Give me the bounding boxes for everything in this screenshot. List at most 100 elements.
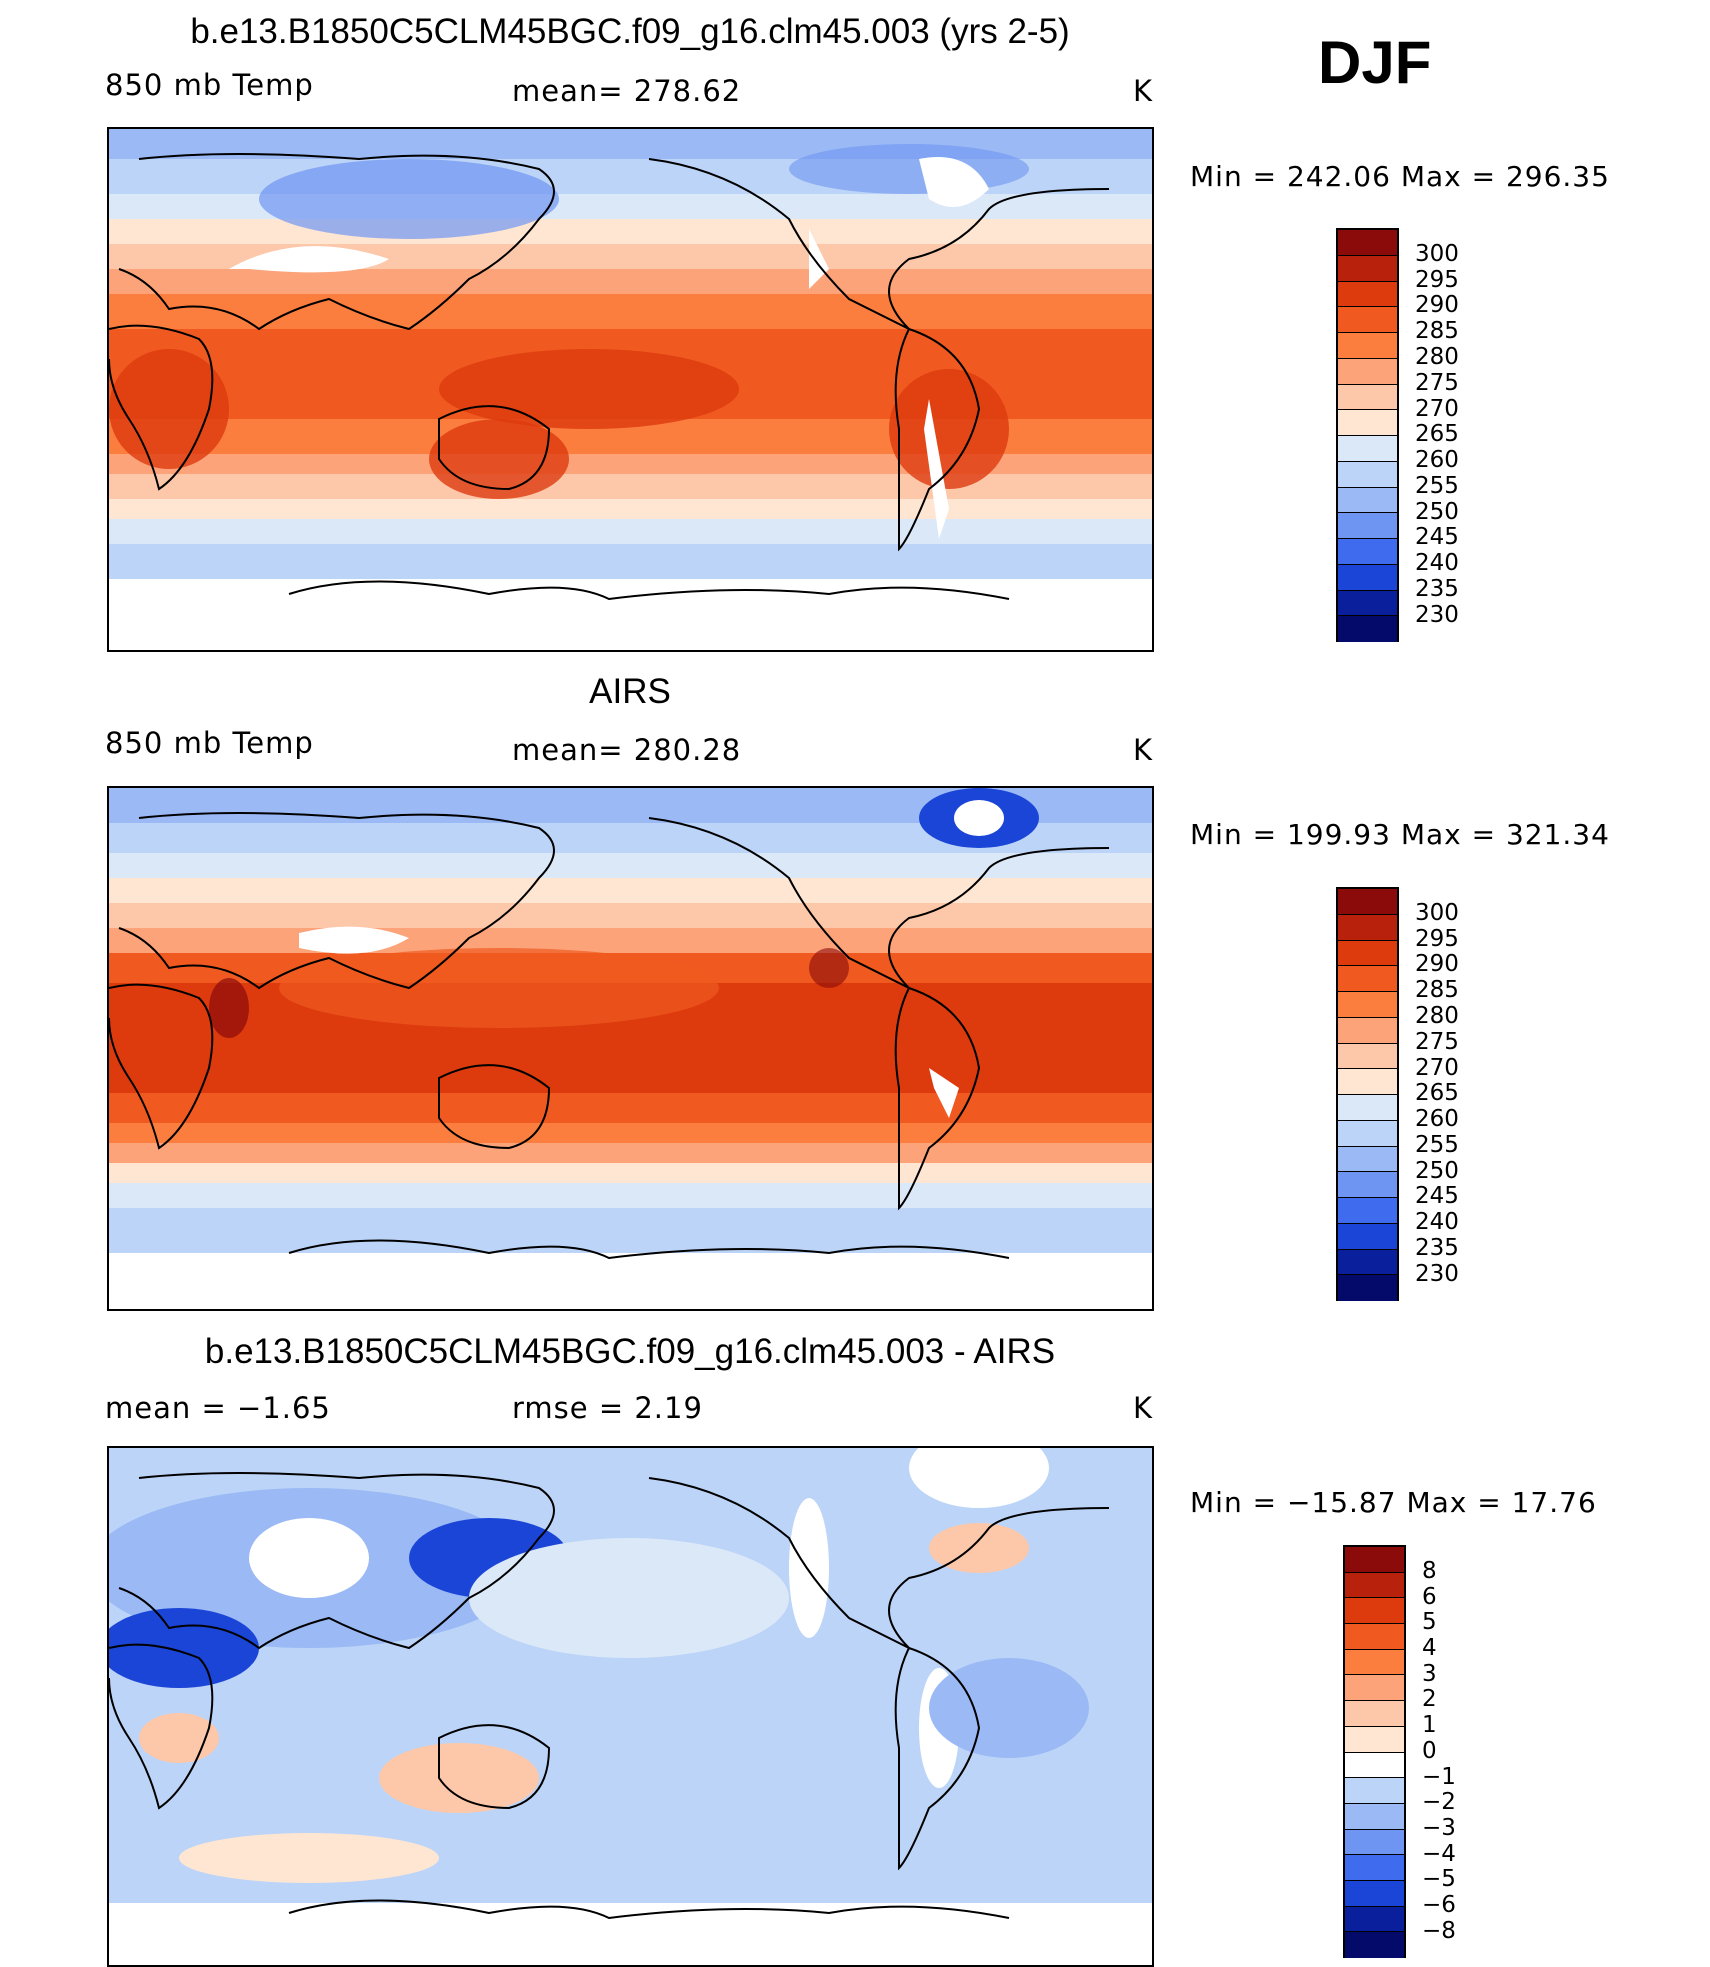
colorbar-tick-label: 6: [1422, 1584, 1437, 1610]
panel-1-variable-label: 850 mb Temp: [105, 68, 314, 102]
colorbar-tick-label: 295: [1415, 267, 1459, 293]
colorbar-segment-2: [1338, 940, 1397, 967]
tibet-masked-region: [249, 1518, 369, 1598]
panel-2-map: [107, 786, 1154, 1311]
colorbar-segment-0: [1345, 1547, 1404, 1573]
colorbar-tick-label: 295: [1415, 926, 1459, 952]
colorbar-segment-7: [1338, 1069, 1397, 1095]
colorbar-tick-label: 5: [1422, 1609, 1437, 1635]
band-south-high: [109, 544, 1152, 579]
colorbar-tick-label: −4: [1422, 1841, 1456, 1867]
colorbar-tick-label: 285: [1415, 318, 1459, 344]
colorbar-segment-8: [1338, 436, 1397, 462]
colorbar-tick-label: 8: [1422, 1558, 1437, 1584]
colorbar-tick-label: 275: [1415, 370, 1459, 396]
coastlines: [109, 153, 1110, 601]
colorbar-segment-15: [1338, 616, 1397, 642]
eurasia-coast: [118, 812, 555, 990]
africa-coast: [109, 983, 214, 1150]
rockies-masked-region: [809, 229, 829, 289]
colorbar-segment-11: [1338, 1172, 1397, 1198]
colorbar-tick-label: 270: [1415, 396, 1459, 422]
colorbar-segment-15: [1338, 1275, 1397, 1301]
band-tropic-n: [109, 294, 1152, 329]
south-america-warm-region: [889, 369, 1009, 489]
africa-coast: [109, 1643, 214, 1810]
colorbar-tick-label: 235: [1415, 576, 1459, 602]
colorbar-segment-7: [1345, 1726, 1404, 1753]
colorbar-segment-4: [1345, 1649, 1404, 1676]
colorbar-segment-14: [1338, 1249, 1397, 1276]
tibet-masked-region: [229, 246, 389, 273]
colorbar-tick-label: 260: [1415, 447, 1459, 473]
panel-2-mean-label: mean= 280.28: [512, 733, 742, 767]
australia-warm-region: [429, 419, 569, 499]
colorbar-segment-12: [1338, 1198, 1397, 1224]
australia-coast: [438, 405, 551, 491]
south-america-coast: [894, 328, 981, 552]
panel-2-minmax-label: Min = 199.93 Max = 321.34: [1190, 818, 1610, 851]
colorbar-tick-label: 265: [1415, 1080, 1459, 1106]
colorbar-segment-8: [1345, 1752, 1404, 1779]
colorbar-tick-label: 285: [1415, 977, 1459, 1003]
panel-2-map-field: [109, 788, 1152, 1309]
antarctica-coast: [288, 1899, 1010, 1920]
coastlines: [109, 812, 1110, 1260]
rockies-masked-region: [789, 1498, 829, 1638]
colorbar-tick-label: 300: [1415, 241, 1459, 267]
colorbar-tick-label: −1: [1422, 1764, 1456, 1790]
greenland-masked-region: [909, 1448, 1049, 1508]
colorbar-tick-label: −5: [1422, 1866, 1456, 1892]
panel-3-title: b.e13.B1850C5CLM45BGC.f09_g16.clm45.003 …: [204, 1332, 1056, 1371]
colorbar-segment-5: [1338, 1017, 1397, 1044]
colorbar-tick-label: 260: [1415, 1106, 1459, 1132]
panel-2-variable-label: 850 mb Temp: [105, 726, 314, 760]
colorbar-tick-label: 250: [1415, 1158, 1459, 1184]
colorbar-tick-label: 230: [1415, 1261, 1459, 1287]
colorbar-segment-14: [1338, 590, 1397, 617]
colorbar-tick-label: 290: [1415, 292, 1459, 318]
antarctica-coast: [288, 580, 1010, 601]
colorbar-segment-13: [1338, 564, 1397, 591]
south-america-coast: [894, 987, 981, 1211]
colorbar-segment-8: [1338, 1095, 1397, 1121]
panel-3-minmax-label: Min = −15.87 Max = 17.76: [1190, 1486, 1597, 1519]
australia-coast: [438, 1064, 551, 1150]
panel-1-map-field: [109, 129, 1152, 650]
colorbar-segment-10: [1338, 487, 1397, 514]
colorbar-segment-14: [1345, 1906, 1404, 1933]
colorbar-segment-0: [1338, 230, 1397, 256]
band-south-temperate: [109, 1163, 1152, 1183]
colorbar-segment-5: [1345, 1675, 1404, 1702]
ethiopia-warm-spot: [209, 978, 249, 1038]
band-north-subtropic: [109, 903, 1152, 928]
band-north-temperate: [109, 219, 1152, 244]
panel-2-title: AIRS: [589, 672, 671, 711]
band-north-temperate: [109, 878, 1152, 903]
panel-3-map-field: [109, 1448, 1152, 1965]
colorbar-tick-label: −3: [1422, 1815, 1456, 1841]
band-north-warm: [109, 269, 1152, 294]
panel-2-colorbar: [1336, 887, 1399, 1301]
colorbar-tick-label: 255: [1415, 473, 1459, 499]
colorbar-segment-6: [1338, 1043, 1397, 1070]
antarctica-masked-region: [109, 1903, 1152, 1965]
colorbar-segment-11: [1338, 513, 1397, 539]
band-antarctica: [109, 579, 1152, 650]
colorbar-tick-label: 2: [1422, 1686, 1437, 1712]
colorbar-tick-label: 255: [1415, 1132, 1459, 1158]
colorbar-segment-7: [1338, 410, 1397, 436]
band-south-high: [109, 1208, 1152, 1253]
colorbar-tick-label: 280: [1415, 344, 1459, 370]
colorbar-segment-3: [1338, 307, 1397, 333]
pacific-neutral: [469, 1538, 789, 1658]
colorbar-segment-3: [1345, 1624, 1404, 1650]
panel-3-mean-label: mean = −1.65: [105, 1391, 331, 1425]
colorbar-tick-label: 235: [1415, 1235, 1459, 1261]
eurasia-coast: [118, 153, 555, 331]
colorbar-segment-1: [1338, 914, 1397, 941]
colorbar-segment-10: [1345, 1803, 1404, 1830]
canada-cold-region: [789, 144, 1029, 194]
colorbar-tick-label: 240: [1415, 1209, 1459, 1235]
colorbar-segment-6: [1338, 384, 1397, 411]
